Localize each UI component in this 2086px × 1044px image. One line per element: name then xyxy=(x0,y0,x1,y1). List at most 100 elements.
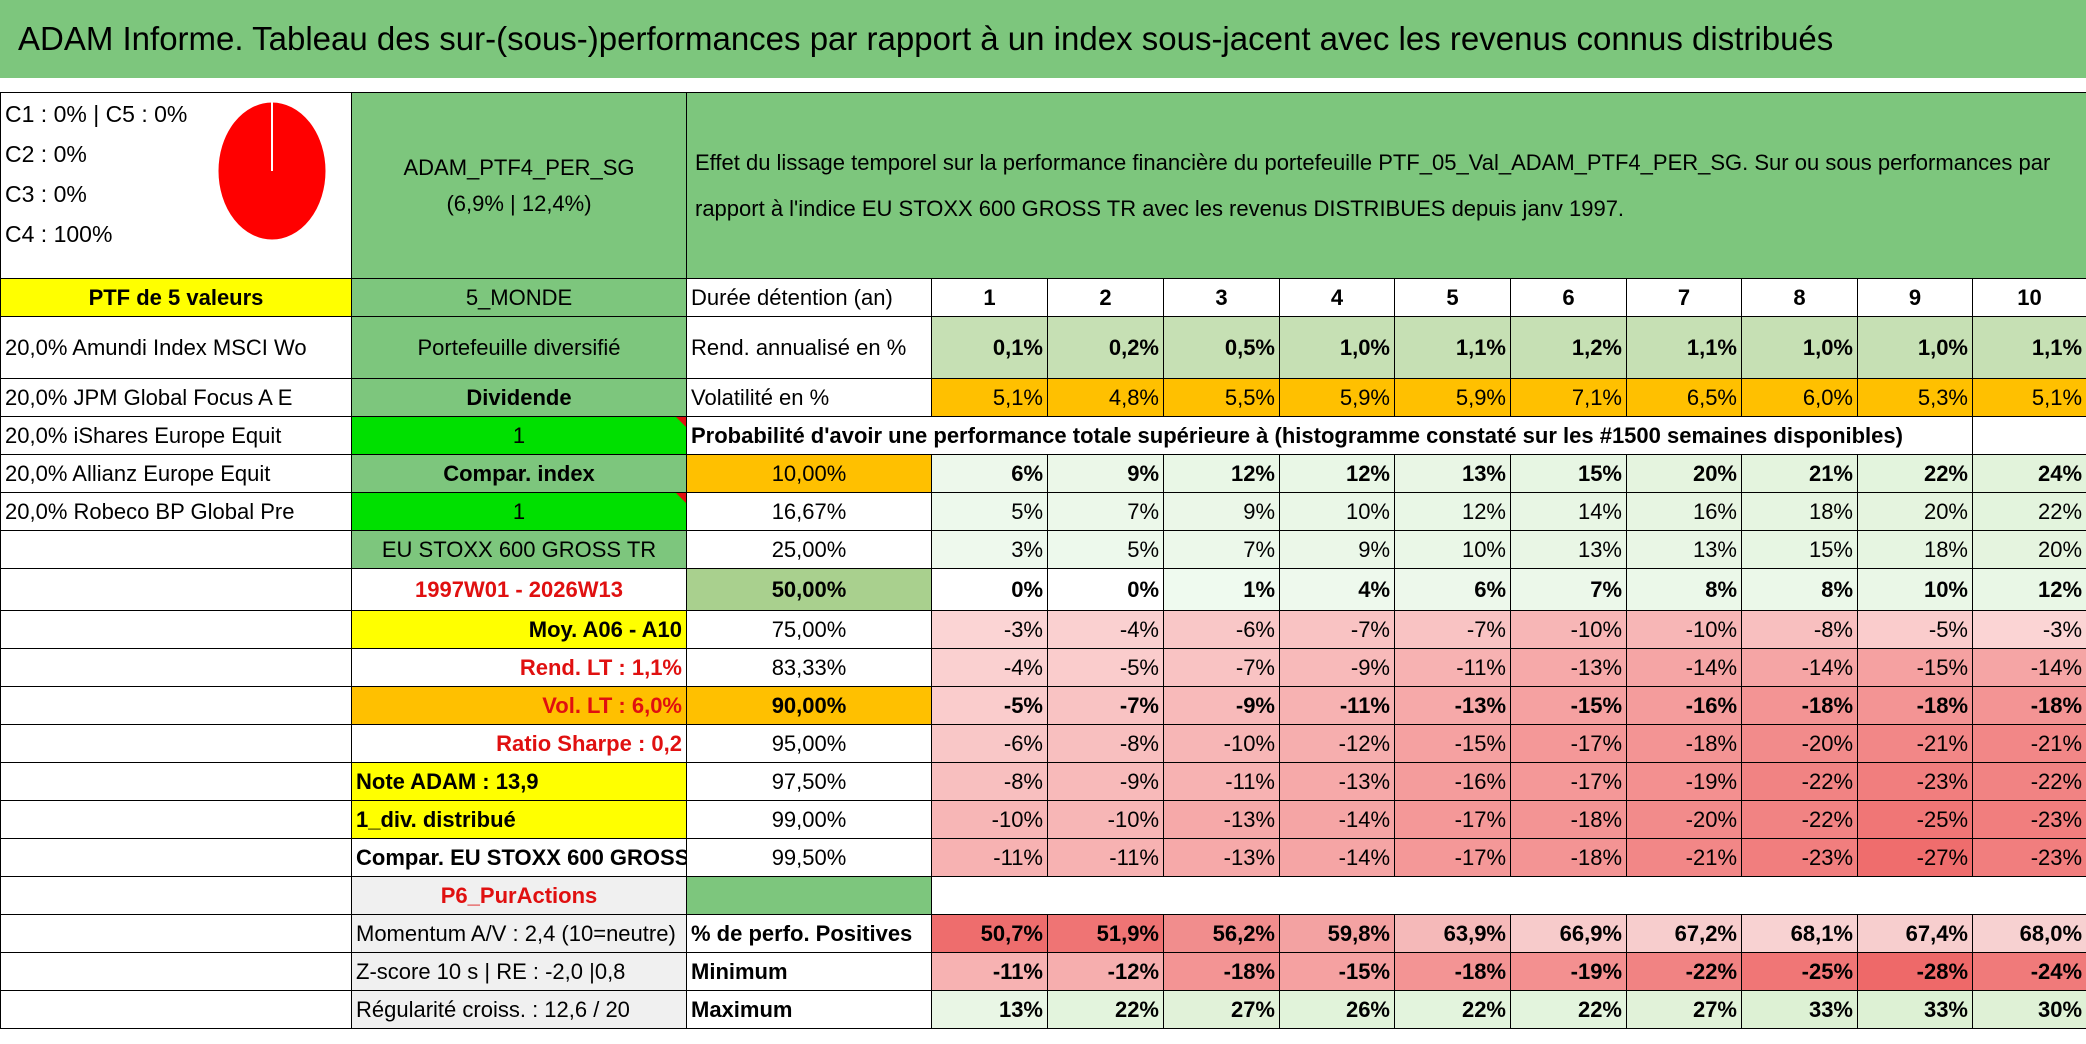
quantile-value: -11% xyxy=(1163,762,1280,801)
quantile-value: -23% xyxy=(1741,838,1858,877)
minimum-value: -28% xyxy=(1857,952,1973,991)
quantile-value: 13% xyxy=(1394,454,1511,493)
period-label: 1997W01 - 2026W13 xyxy=(351,568,687,611)
year-header: 8 xyxy=(1741,278,1858,317)
quantile-value: 4% xyxy=(1279,568,1395,611)
quantile-value: -17% xyxy=(1510,724,1627,763)
quantile-value: -25% xyxy=(1857,800,1973,839)
quantile-value: -17% xyxy=(1510,762,1627,801)
report-title: ADAM Informe. Tableau des sur-(sous-)per… xyxy=(0,0,2086,78)
quantile-value: 6% xyxy=(1394,568,1511,611)
quantile-value: 5% xyxy=(931,492,1048,531)
quantile-value: -18% xyxy=(1510,838,1627,877)
quantile-value: -14% xyxy=(1279,838,1395,877)
vol-value: 5,5% xyxy=(1163,378,1280,417)
quantile-value: 8% xyxy=(1626,568,1742,611)
quantile-value: -18% xyxy=(1971,686,2086,725)
quantile-label: 99,50% xyxy=(686,838,932,877)
rend-label: Rend. annualisé en % xyxy=(686,316,932,379)
quantile-value: -16% xyxy=(1394,762,1511,801)
quantile-label: 10,00% xyxy=(686,454,932,493)
quantile-value: -18% xyxy=(1741,686,1858,725)
quantile-label: 99,00% xyxy=(686,800,932,839)
empty-cell xyxy=(930,876,2086,915)
probability-header: Probabilité d'avoir une performance tota… xyxy=(686,416,1973,455)
quantile-value: -21% xyxy=(1857,724,1973,763)
empty-cell xyxy=(0,686,352,725)
quantile-value: 5% xyxy=(1047,530,1164,569)
quantile-value: -11% xyxy=(1394,648,1511,687)
positive-value: 68,1% xyxy=(1741,914,1858,953)
year-header: 4 xyxy=(1279,278,1395,317)
quantile-value: -8% xyxy=(1741,610,1858,649)
quantile-value: 12% xyxy=(1394,492,1511,531)
quantile-value: -9% xyxy=(1163,686,1280,725)
title-separator xyxy=(0,78,2086,92)
empty-cell xyxy=(0,952,352,991)
quantile-value: -13% xyxy=(1279,762,1395,801)
quantile-value: -7% xyxy=(1163,648,1280,687)
quantile-value: -10% xyxy=(1626,610,1742,649)
quantile-value: 9% xyxy=(1279,530,1395,569)
quantile-value: 3% xyxy=(931,530,1048,569)
maximum-value: 22% xyxy=(1510,990,1627,1029)
duration-label: Durée détention (an) xyxy=(686,278,932,317)
positive-value: 59,8% xyxy=(1279,914,1395,953)
quantile-value: -20% xyxy=(1626,800,1742,839)
vol-value: 7,1% xyxy=(1510,378,1627,417)
quantile-value: -17% xyxy=(1394,838,1511,877)
portfolio-stats: (6,9% | 12,4%) xyxy=(446,190,592,216)
compar-index-value: 1 xyxy=(351,492,687,531)
quantile-value: -23% xyxy=(1971,838,2086,877)
allocation-line: C4 : 100% xyxy=(5,221,113,247)
quantile-value: -22% xyxy=(1741,800,1858,839)
note-adam-label: Note ADAM : 13,9 xyxy=(351,762,687,801)
quantile-label: 90,00% xyxy=(686,686,932,725)
minimum-value: -24% xyxy=(1971,952,2086,991)
positive-value: 66,9% xyxy=(1510,914,1627,953)
average-label: Moy. A06 - A10 xyxy=(351,610,687,649)
rend-value: 1,2% xyxy=(1510,316,1627,379)
quantile-value: 1% xyxy=(1163,568,1280,611)
dividend-value: 1 xyxy=(351,416,687,455)
maximum-value: 22% xyxy=(1047,990,1164,1029)
quantile-value: 7% xyxy=(1510,568,1627,611)
allocation-pie-chart xyxy=(215,99,329,243)
empty-cell xyxy=(0,914,352,953)
allocation-line: C2 : 0% xyxy=(5,141,87,167)
maximum-value: 33% xyxy=(1741,990,1858,1029)
portfolio-name: ADAM_PTF4_PER_SG xyxy=(403,154,635,180)
quantile-value: 15% xyxy=(1741,530,1858,569)
positive-value: 63,9% xyxy=(1394,914,1511,953)
quantile-value: -8% xyxy=(1047,724,1164,763)
quantile-value: -8% xyxy=(931,762,1048,801)
allocation-cell: C1 : 0% | C5 : 0% C2 : 0% C3 : 0% C4 : 1… xyxy=(0,92,352,279)
quantile-value: 21% xyxy=(1741,454,1858,493)
quantile-value: -7% xyxy=(1047,686,1164,725)
empty-cell xyxy=(0,762,352,801)
quantile-value: -3% xyxy=(931,610,1048,649)
quantile-value: -16% xyxy=(1626,686,1742,725)
empty-cell xyxy=(0,876,352,915)
maximum-value: 33% xyxy=(1857,990,1973,1029)
minimum-value: -22% xyxy=(1626,952,1742,991)
empty-cell xyxy=(0,648,352,687)
sharpe-label: Ratio Sharpe : 0,2 xyxy=(351,724,687,763)
quantile-value: -7% xyxy=(1279,610,1395,649)
quantile-value: 6% xyxy=(931,454,1048,493)
vol-value: 5,9% xyxy=(1279,378,1395,417)
quantile-value: 7% xyxy=(1047,492,1164,531)
vol-value: 6,0% xyxy=(1741,378,1858,417)
vol-value: 5,9% xyxy=(1394,378,1511,417)
rend-value: 1,1% xyxy=(1394,316,1511,379)
quantile-value: 0% xyxy=(931,568,1048,611)
positive-value: 50,7% xyxy=(931,914,1048,953)
quantile-value: 9% xyxy=(1047,454,1164,493)
quantile-value: -21% xyxy=(1971,724,2086,763)
empty-cell xyxy=(0,800,352,839)
rend-value: 1,0% xyxy=(1857,316,1973,379)
minimum-value: -18% xyxy=(1394,952,1511,991)
maximum-value: 26% xyxy=(1279,990,1395,1029)
quantile-value: -15% xyxy=(1857,648,1973,687)
quantile-value: 22% xyxy=(1857,454,1973,493)
